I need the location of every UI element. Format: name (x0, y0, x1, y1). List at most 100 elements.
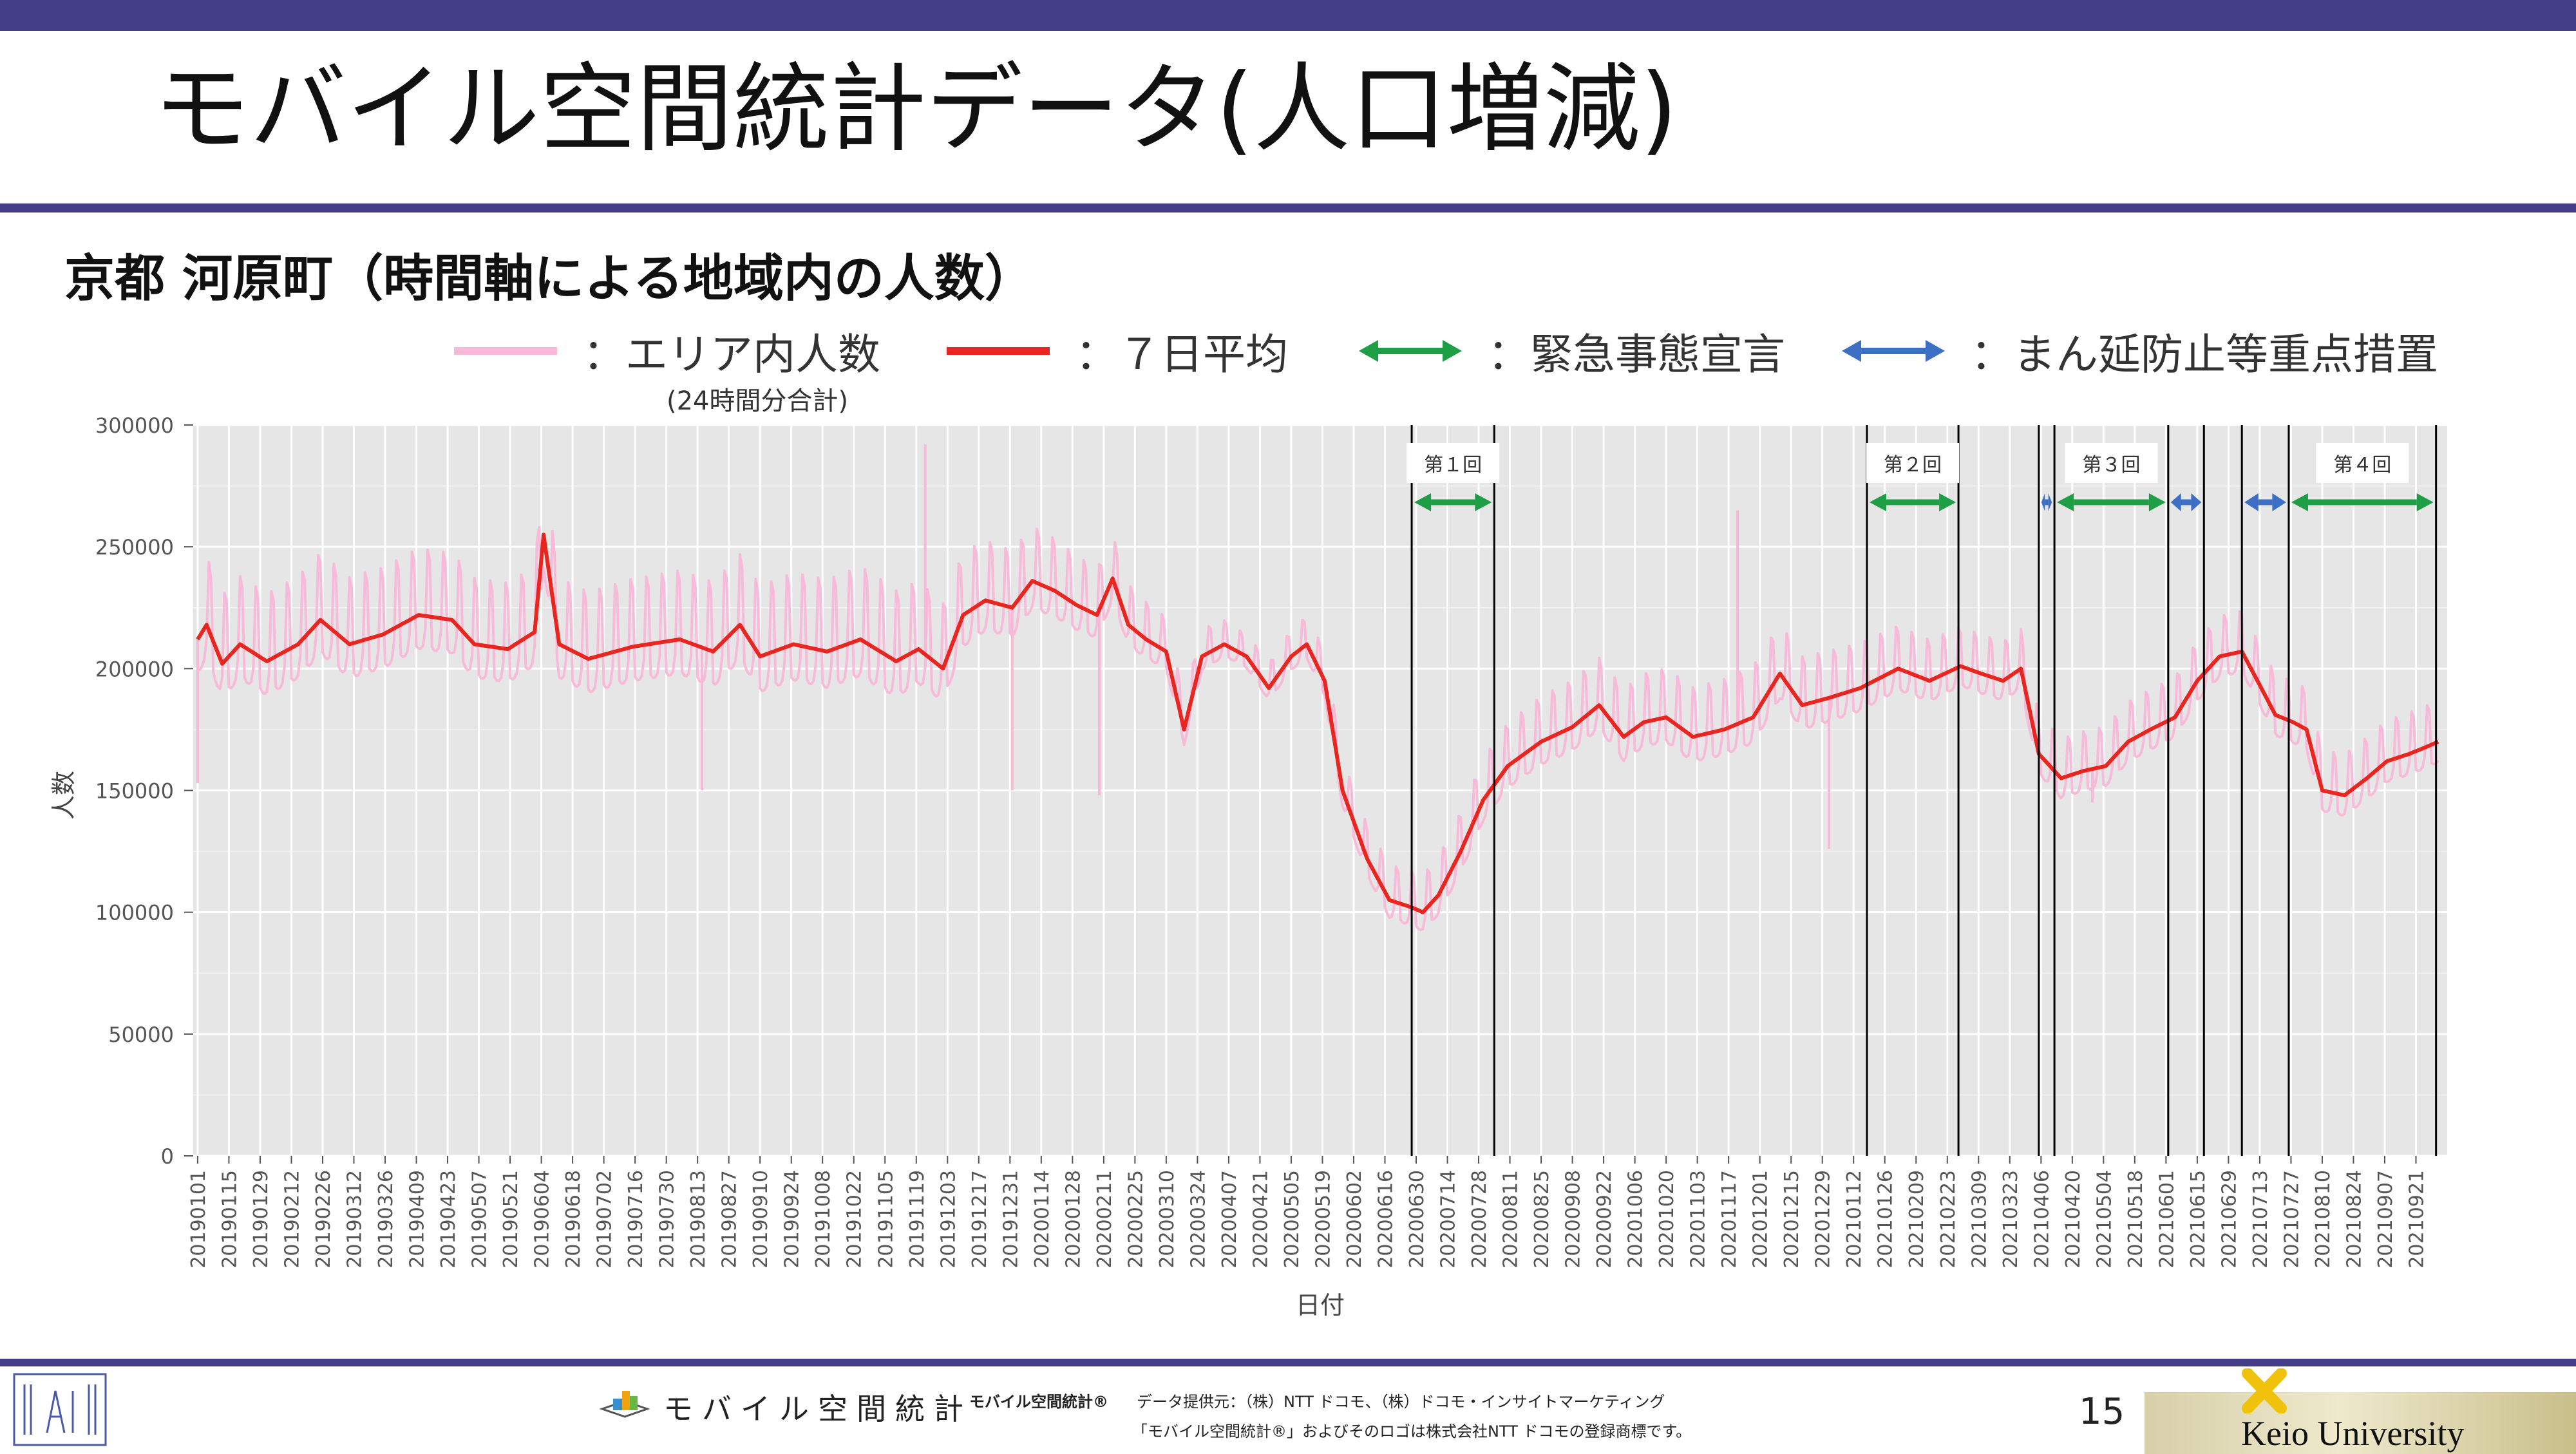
x-tick-label: 20190409 (406, 1170, 429, 1269)
y-tick-label: 150000 (95, 779, 174, 804)
period-arrow-head (1475, 493, 1492, 511)
avg-series-layer (196, 533, 2439, 914)
raw-series-line (197, 526, 2439, 932)
x-tick-label: 20200114 (1031, 1170, 1054, 1269)
x-tick-label: 20210824 (2343, 1170, 2365, 1269)
x-tick-label: 20200908 (1562, 1170, 1585, 1269)
legend-semi-emergency-arrow-icon (1842, 340, 1945, 362)
period-arrow-head (2041, 493, 2045, 511)
y-tick-label: 100000 (95, 901, 174, 925)
x-tick-label: 20201229 (1812, 1170, 1835, 1269)
legend-label-avg: ：７日平均 (1075, 330, 1288, 379)
x-tick-label: 20190716 (625, 1170, 647, 1269)
x-tick-label: 20200211 (1094, 1170, 1116, 1269)
x-tick-label: 20210601 (2155, 1170, 2178, 1269)
x-tick-label: 20210223 (1937, 1170, 1960, 1269)
x-tick-label: 20190924 (781, 1170, 804, 1269)
x-tick-label: 20190101 (187, 1170, 210, 1269)
x-tick-label: 20201006 (1625, 1170, 1647, 1269)
top-accent-bar (0, 0, 2576, 31)
x-tick-label: 20200225 (1124, 1170, 1147, 1269)
period-arrow-head (2048, 493, 2052, 511)
avg-series-line (196, 533, 2439, 914)
x-tick-label: 20200505 (1281, 1170, 1303, 1269)
x-tick-label: 20200616 (1374, 1170, 1397, 1269)
period-label: 第１回 (1424, 454, 1482, 477)
x-tick-label: 20200630 (1406, 1170, 1428, 1269)
x-tick-label: 20190212 (281, 1170, 303, 1269)
x-tick-label: 20210209 (1906, 1170, 1928, 1269)
page-number: 15 (2079, 1391, 2125, 1433)
x-tick-label: 20200922 (1593, 1170, 1616, 1269)
x-tick-label: 20210727 (2280, 1170, 2303, 1269)
x-tick-label: 20200407 (1218, 1170, 1241, 1269)
x-tick-label: 20200519 (1312, 1170, 1334, 1269)
x-tick-label: 20190604 (531, 1170, 554, 1269)
x-tick-label: 20190521 (500, 1170, 522, 1269)
period-arrow-head (1870, 493, 1887, 511)
x-tick-label: 20191119 (906, 1170, 929, 1269)
x-tick-label: 20190813 (687, 1170, 710, 1269)
x-tick-label: 20210504 (2093, 1170, 2116, 1269)
legend-item-avg: ：７日平均 (943, 328, 1288, 379)
legend-item-raw: ：エリア内人数 (451, 328, 880, 379)
x-tick-label: 20210629 (2218, 1170, 2240, 1269)
period-label-box (1866, 443, 1960, 483)
period-arrow-head (2191, 493, 2202, 511)
x-tick-label: 20190910 (750, 1170, 772, 1269)
population-chart: 第１回 第２回 第３回 第４回 0 50000 100000 150000 200000 250… (50, 413, 2447, 1319)
x-tick-label: 20200728 (1468, 1170, 1491, 1269)
x-tick-label: 20191217 (969, 1170, 991, 1269)
legend-item-semi-emergency: ：まん延防止等重点措置 (1839, 328, 2438, 379)
footer-credit-line1: データ提供元：（株）NTT ドコモ、（株）ドコモ・インサイトマーケティング (1137, 1393, 1665, 1411)
x-tick-label: 20191203 (937, 1170, 960, 1269)
period-markers-layer: 第１回 第２回 第３回 第４回 (1406, 425, 2438, 1156)
y-axis: 0 50000 100000 150000 200000 250000 300000 (95, 413, 193, 1169)
period-arrow-head (1939, 493, 1956, 511)
period-arrow-head (2272, 493, 2286, 511)
keio-banner (2145, 1392, 2576, 1454)
footer-rule (0, 1359, 2576, 1366)
period-label-box (1406, 443, 1500, 483)
x-tick-label: 20190618 (562, 1170, 585, 1269)
x-axis: 20190101 20190115 20190129 20190212 20190226… (187, 1156, 2428, 1269)
x-tick-label: 20210126 (1875, 1170, 1897, 1269)
x-tick-label: 20190129 (250, 1170, 272, 1269)
x-tick-label: 20200421 (1249, 1170, 1272, 1269)
period-arrow-head (2148, 493, 2166, 511)
x-tick-label: 20210420 (2062, 1170, 2085, 1269)
legend-note: (24時間分合計) (667, 386, 849, 416)
x-tick-label: 20200324 (1187, 1170, 1209, 1269)
legend-avg-line-icon (947, 347, 1050, 355)
x-tick-label: 20210518 (2125, 1170, 2147, 1269)
x-tick-label: 20201117 (1718, 1170, 1741, 1269)
legend-label-semi-emergency: ：まん延防止等重点措置 (1971, 330, 2438, 379)
legend-item-emergency: ：緊急事態宣言 (1356, 328, 1785, 379)
x-tick-label: 20191105 (875, 1170, 897, 1269)
x-tick-label: 20200310 (1156, 1170, 1179, 1269)
y-tick-label: 0 (161, 1144, 174, 1169)
footer-credit-line2: 「モバイル空間統計®」およびそのロゴは株式会社NTT ドコモの登録商標です。 (1132, 1422, 1692, 1440)
x-tick-label: 20210615 (2187, 1170, 2210, 1269)
footer-small-brand: モバイル空間統計® (969, 1393, 1108, 1411)
x-tick-label: 20201201 (1750, 1170, 1772, 1269)
x-tick-label: 20210907 (2374, 1170, 2397, 1269)
x-tick-label: 20210406 (2031, 1170, 2053, 1269)
x-tick-label: 20191008 (812, 1170, 835, 1269)
x-tick-label: 20200128 (1062, 1170, 1084, 1269)
x-tick-label: 20190423 (437, 1170, 460, 1269)
period-arrow-head (2057, 493, 2074, 511)
x-tick-label: 20210112 (1843, 1170, 1866, 1269)
period-label-box (2065, 443, 2158, 483)
period-label-box (2316, 443, 2409, 483)
x-tick-label: 20190702 (594, 1170, 616, 1269)
x-tick-label: 20200714 (1437, 1170, 1460, 1269)
legend-raw-line-icon (454, 347, 557, 355)
x-tick-label: 20191022 (844, 1170, 866, 1269)
mobile-spatial-logo-icon (599, 1391, 650, 1418)
keio-pen-logo-icon (2242, 1368, 2287, 1413)
x-tick-label: 20190507 (469, 1170, 491, 1269)
x-tick-label: 20210810 (2312, 1170, 2334, 1269)
slide-title: モバイル空間統計データ(人口増減) (153, 53, 1678, 165)
y-tick-label: 250000 (95, 535, 174, 560)
